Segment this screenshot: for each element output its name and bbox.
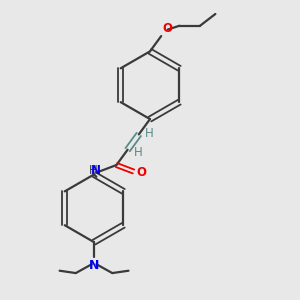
Text: O: O bbox=[162, 22, 172, 35]
Text: O: O bbox=[136, 167, 146, 179]
Text: H: H bbox=[89, 164, 98, 177]
Text: H: H bbox=[134, 146, 143, 159]
Text: N: N bbox=[91, 164, 101, 177]
Text: N: N bbox=[89, 259, 99, 272]
Text: H: H bbox=[145, 127, 154, 140]
